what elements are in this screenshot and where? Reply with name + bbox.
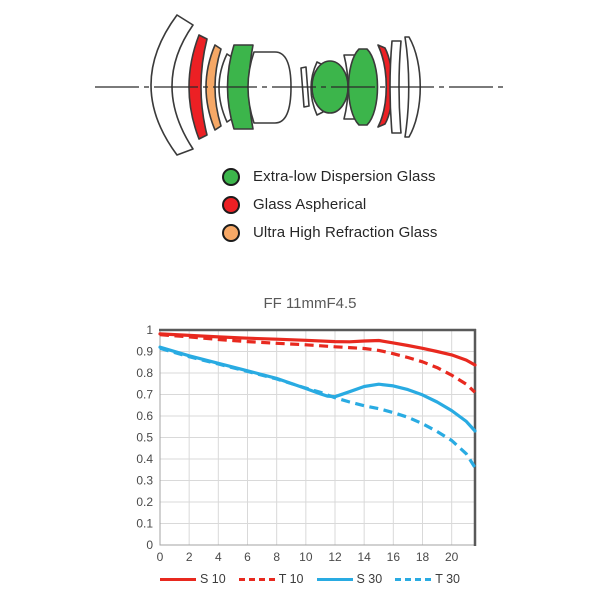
chart-title: FF 11mmF4.5 xyxy=(263,295,357,312)
t10-line-sample xyxy=(238,577,275,581)
x-tick-label: 14 xyxy=(357,550,371,564)
x-tick-label: 10 xyxy=(299,550,313,564)
legend-item-t10: T 10 xyxy=(238,572,304,586)
x-tick-label: 16 xyxy=(387,550,401,564)
legend-row-uhr-glass: Ultra High Refraction Glass xyxy=(222,223,437,242)
x-tick-label: 8 xyxy=(273,550,280,564)
x-tick-label: 2 xyxy=(186,550,193,564)
x-tick-label: 18 xyxy=(416,550,430,564)
t10-label: T 10 xyxy=(278,572,304,586)
y-tick-label: 0.8 xyxy=(136,366,153,380)
legend-item-s30: S 30 xyxy=(316,572,383,586)
y-tick-label: 0.1 xyxy=(136,517,153,531)
y-tick-label: 0.5 xyxy=(136,431,153,445)
lens-element-front-meniscus xyxy=(150,14,194,156)
uhr-glass-label: Ultra High Refraction Glass xyxy=(253,224,438,241)
aspherical-swatch xyxy=(222,195,240,214)
ed-glass-label: Extra-low Dispersion Glass xyxy=(253,168,436,185)
x-tick-label: 20 xyxy=(445,550,459,564)
t30-label: T 30 xyxy=(435,572,461,586)
legend-row-ed-glass: Extra-low Dispersion Glass xyxy=(222,167,437,186)
y-tick-label: 0.4 xyxy=(136,452,153,466)
t30-line-sample xyxy=(395,577,432,581)
x-tick-label: 0 xyxy=(157,550,164,564)
legend-item-t30: T 30 xyxy=(395,572,460,586)
series-s-10 xyxy=(158,332,477,367)
lens-diagram xyxy=(95,14,507,156)
series-t-30 xyxy=(159,346,477,469)
y-tick-label: 1 xyxy=(146,323,153,337)
mtf-chart: 0 2 4 6 8 10 12 14 16 18 20 1 0.9 0.8 0.7 0.6 0.5 0.4 0.3 0… xyxy=(136,323,477,564)
y-tick-label: 0.7 xyxy=(136,388,153,402)
y-tick-label: 0.3 xyxy=(136,474,153,488)
ed-glass-swatch xyxy=(222,167,240,186)
s10-label: S 10 xyxy=(199,572,226,586)
s30-label: S 30 xyxy=(356,572,383,586)
y-tick-label: 0 xyxy=(146,538,153,552)
aspherical-label: Glass Aspherical xyxy=(253,196,367,213)
s30-line-sample xyxy=(316,577,353,581)
y-tick-label: 0.2 xyxy=(136,495,153,509)
lens-element-aspherical-front xyxy=(188,34,208,140)
chart-legend: S 10 T 10 S 30 T 30 xyxy=(130,572,490,586)
lens-legend: Extra-low Dispersion Glass Glass Aspheri… xyxy=(222,167,437,242)
uhr-glass-swatch xyxy=(222,223,240,242)
x-tick-label: 4 xyxy=(215,550,222,564)
s10-line-sample xyxy=(159,577,196,581)
y-tick-label: 0.6 xyxy=(136,409,153,423)
series-t-10 xyxy=(159,333,477,394)
x-tick-label: 12 xyxy=(328,550,342,564)
y-tick-label: 0.9 xyxy=(136,345,153,359)
x-tick-label: 6 xyxy=(244,550,251,564)
legend-row-aspherical: Glass Aspherical xyxy=(222,195,437,214)
legend-item-s10: S 10 xyxy=(159,572,226,586)
